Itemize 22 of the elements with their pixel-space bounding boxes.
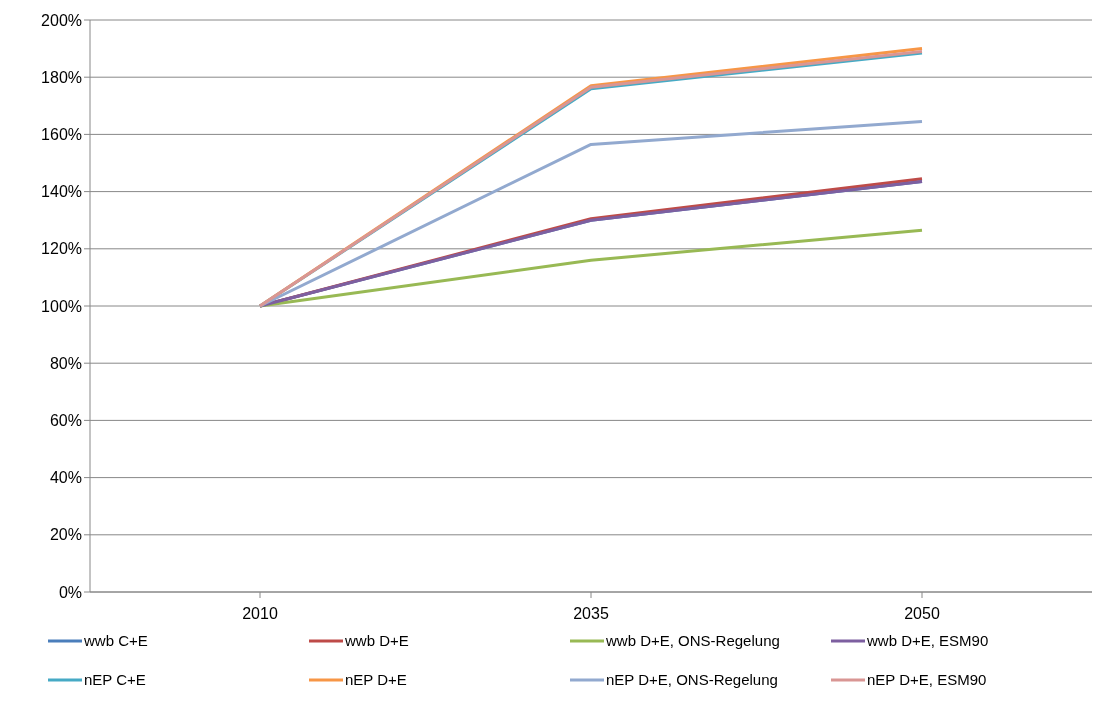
legend-label: wwb D+E, ESM90 [867, 632, 989, 649]
y-tick-label: 120% [41, 240, 82, 258]
legend-label: nEP D+E [345, 671, 407, 688]
y-tick-label: 40% [49, 469, 82, 487]
legend-label: nEP D+E, ONS-Regelung [606, 671, 778, 688]
legend-label: nEP C+E [84, 671, 146, 688]
x-tick-label: 2050 [904, 605, 940, 623]
y-tick-label: 0% [58, 583, 82, 601]
y-tick-label: 20% [49, 526, 82, 544]
y-tick-label: 200% [41, 11, 82, 29]
y-tick-label: 60% [49, 412, 82, 430]
y-tick-label: 80% [49, 354, 82, 372]
x-tick-label: 2010 [242, 605, 278, 623]
legend-label: nEP D+E, ESM90 [867, 671, 987, 688]
y-tick-label: 140% [41, 183, 82, 201]
y-tick-label: 100% [41, 297, 82, 315]
y-tick-label: 160% [41, 126, 82, 144]
legend-label: wwb D+E, ONS-Regelung [606, 632, 780, 649]
x-tick-label: 2035 [573, 605, 609, 623]
legend-label: wwb C+E [84, 632, 148, 649]
y-tick-label: 180% [41, 68, 82, 86]
legend-label: wwb D+E [345, 632, 409, 649]
